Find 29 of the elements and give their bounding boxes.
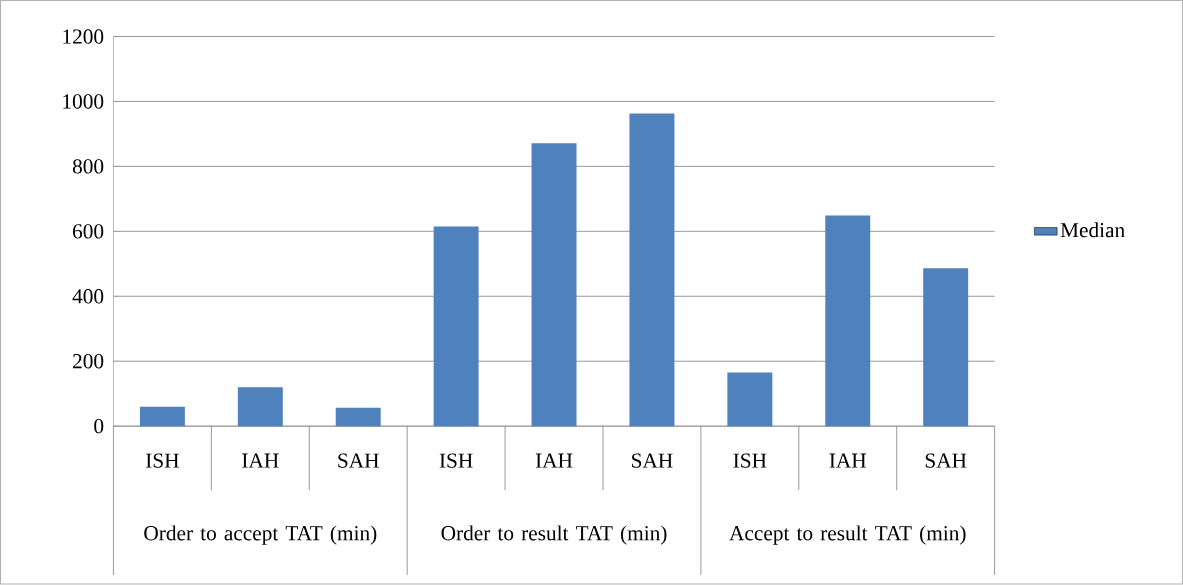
text: Order to accept TAT (min) [144,525,377,545]
x-tick-label: ISH [733,453,767,469]
x-tick-label: ISH [145,453,179,469]
bar [139,406,185,427]
x-tick-label: IAH [829,453,867,468]
y-tick-label: 200 [73,354,104,369]
bar [531,143,577,427]
text: Accept to result TAT (min) [729,525,966,545]
y-tick-label: 1000 [63,94,104,109]
text: Order to result TAT (min) [441,525,667,545]
bar [629,113,675,427]
bar [433,226,479,427]
bar [825,215,871,427]
bar [237,387,283,427]
y-tick-label: 600 [73,224,104,239]
bar [923,268,969,427]
x-tick-label: IAH [535,453,573,468]
x-tick-label: SAH [925,453,967,469]
x-tick-label: SAH [632,453,673,469]
y-tick-label: 400 [72,289,104,304]
bar [727,372,773,427]
y-tick-label: 1200 [63,29,104,44]
legend-label: Median [1060,222,1125,238]
x-tick-label: SAH [338,453,379,469]
y-tick-label: 800 [72,159,104,174]
y-tick-label: 0 [94,419,104,434]
bar [335,407,381,427]
x-tick-label: IAH [242,453,279,468]
x-tick-label: ISH [439,453,473,469]
